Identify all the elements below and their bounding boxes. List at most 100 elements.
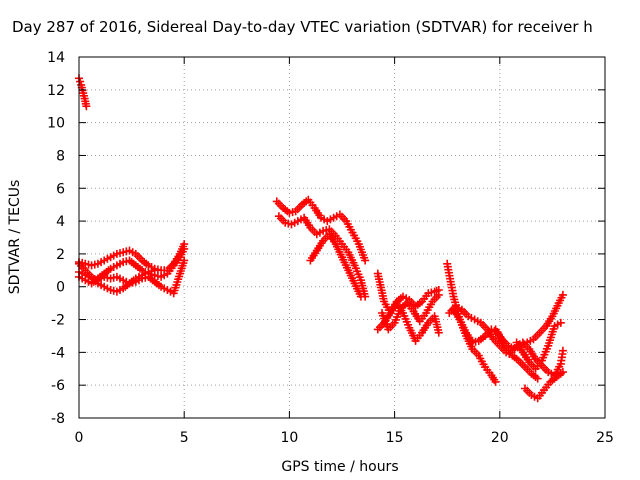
data-point-marker <box>317 213 329 224</box>
plot-frame <box>78 56 606 419</box>
data-point-marker <box>87 260 99 270</box>
y-tick-label: -4 <box>51 345 65 361</box>
data-point-marker <box>434 328 443 337</box>
y-tick-label: -8 <box>51 411 65 427</box>
data-point-marker <box>504 341 516 352</box>
y-tick-label: 14 <box>47 50 65 66</box>
data-point-marker <box>422 300 435 317</box>
data-point-marker <box>300 213 313 230</box>
series-segment <box>443 259 500 386</box>
data-point-marker <box>424 288 436 298</box>
data-point-marker <box>350 261 364 282</box>
y-axis-label: SDTVAR / TECUs <box>7 180 23 295</box>
data-point-marker <box>531 359 544 373</box>
data-point-marker <box>455 315 469 334</box>
data-point-marker <box>428 293 441 306</box>
data-point-marker <box>500 341 513 355</box>
data-point-marker <box>508 351 521 363</box>
data-point-marker <box>533 388 546 403</box>
data-point-marker <box>556 350 567 368</box>
y-tick-label: 8 <box>56 148 65 164</box>
data-point-marker <box>550 320 562 331</box>
data-point-marker <box>131 249 144 263</box>
data-point-marker <box>125 256 138 268</box>
data-point-marker <box>474 333 487 345</box>
data-point-marker <box>356 292 365 301</box>
data-point-marker <box>281 218 293 228</box>
data-point-marker <box>527 369 540 381</box>
data-point-marker <box>390 307 404 327</box>
data-point-marker <box>119 281 132 293</box>
series-segment <box>378 290 443 334</box>
data-points <box>75 74 567 403</box>
series-segment <box>274 212 370 301</box>
data-point-marker <box>491 325 505 341</box>
data-point-marker <box>531 354 544 368</box>
data-point-marker <box>312 239 326 255</box>
data-point-marker <box>481 363 494 377</box>
y-tick-label: -2 <box>51 313 65 329</box>
data-point-marker <box>468 345 481 358</box>
data-point-marker <box>344 266 358 285</box>
data-point-marker <box>518 348 532 364</box>
data-point-marker <box>138 256 151 268</box>
data-point-marker <box>487 371 499 384</box>
chart-title: Day 287 of 2016, Sidereal Day-to-day VTE… <box>12 18 593 36</box>
data-point-marker <box>310 204 324 220</box>
data-point-marker <box>157 266 169 275</box>
data-point-marker <box>418 292 431 306</box>
data-point-marker <box>144 261 156 271</box>
data-point-marker <box>285 208 297 217</box>
data-point-marker <box>529 330 542 344</box>
data-point-marker <box>144 267 156 276</box>
data-point-marker <box>405 295 418 309</box>
data-point-marker <box>491 377 500 386</box>
data-point-marker <box>169 272 184 298</box>
data-point-marker <box>312 228 324 239</box>
data-point-marker <box>525 345 538 361</box>
data-point-marker <box>537 361 551 374</box>
data-point-marker <box>180 244 189 253</box>
data-point-marker <box>119 257 131 267</box>
data-point-marker <box>150 266 159 275</box>
data-point-marker <box>399 292 411 303</box>
data-point-marker <box>93 258 106 268</box>
data-point-marker <box>512 338 526 354</box>
data-point-marker <box>338 240 351 254</box>
data-point-marker <box>430 286 441 296</box>
x-tick-label: 20 <box>491 430 509 446</box>
grid-lines <box>79 57 605 418</box>
data-point-marker <box>157 282 169 293</box>
series-segment <box>512 318 565 373</box>
series-segment <box>272 195 370 265</box>
y-tick-label: -6 <box>51 378 65 394</box>
data-point-marker <box>552 369 565 381</box>
x-tick-label: 0 <box>75 430 84 446</box>
data-point-marker <box>361 256 370 265</box>
data-point-marker <box>556 318 565 327</box>
data-point-marker <box>468 337 480 347</box>
data-point-marker <box>306 249 320 265</box>
data-point-marker <box>344 248 358 267</box>
data-point-marker <box>81 259 93 269</box>
data-point-marker <box>558 290 567 299</box>
y-tick-label: 12 <box>47 83 65 99</box>
data-point-marker <box>457 305 471 319</box>
data-point-marker <box>476 318 490 332</box>
y-tick-label: 4 <box>56 214 65 230</box>
data-point-marker <box>335 210 349 223</box>
data-point-marker <box>100 254 112 265</box>
data-point-marker <box>558 346 567 355</box>
data-point-marker <box>418 321 431 337</box>
data-point-marker <box>544 324 558 350</box>
series-segment <box>373 269 443 317</box>
data-point-marker <box>125 276 138 288</box>
data-point-marker <box>548 301 562 321</box>
data-point-marker <box>93 279 106 290</box>
data-point-marker <box>470 315 482 326</box>
data-point-marker <box>157 271 169 281</box>
data-point-marker <box>533 374 542 383</box>
data-point-marker <box>521 384 534 397</box>
y-tick-label: 0 <box>56 280 65 296</box>
series-segment <box>445 302 542 383</box>
